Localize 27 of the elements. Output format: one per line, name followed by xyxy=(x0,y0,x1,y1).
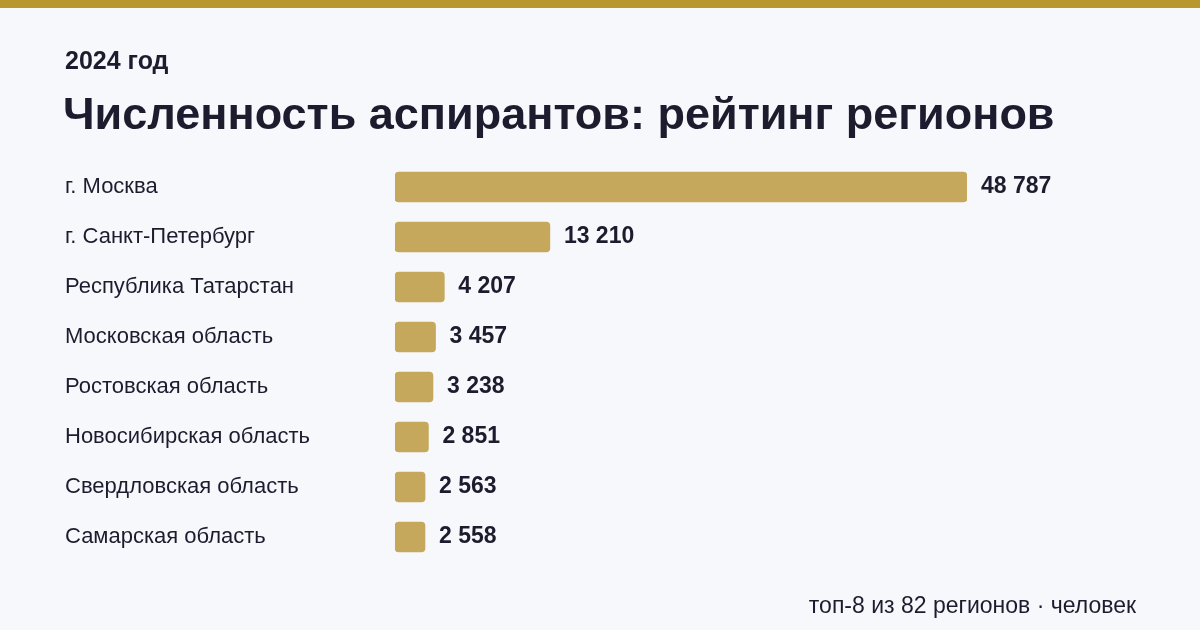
y-tick-label: г. Санкт-Петербург xyxy=(65,223,256,249)
data-label: 3 238 xyxy=(446,372,505,399)
y-tick-label: г. Москва xyxy=(65,173,159,199)
y-tick-label: Московская область xyxy=(65,323,274,349)
y-tick-label: Ростовская область xyxy=(65,373,269,399)
bar xyxy=(395,221,551,253)
bar xyxy=(395,421,429,453)
data-label: 2 851 xyxy=(442,422,501,449)
text: топ-8 из 82 регионов · человек xyxy=(808,592,1136,619)
bar xyxy=(395,171,967,203)
data-label: 3 457 xyxy=(449,322,508,349)
data-label: 2 563 xyxy=(439,472,497,499)
bar xyxy=(395,371,434,403)
bar xyxy=(395,271,445,303)
data-label: 48 787 xyxy=(981,172,1052,199)
y-tick-label: Республика Татарстан xyxy=(65,273,295,299)
bar xyxy=(395,321,436,353)
chart-title: Численность аспирантов: рейтинг регионов xyxy=(63,88,1055,140)
y-tick-label: Свердловская область xyxy=(65,473,299,499)
data-label: 4 207 xyxy=(458,272,516,299)
y-tick-label: Самарская область xyxy=(65,523,266,549)
data-label: 2 558 xyxy=(438,522,497,549)
y-tick-label: Новосибирская область xyxy=(65,423,311,449)
text: 2024 год xyxy=(65,46,169,75)
data-label: 13 210 xyxy=(563,222,635,249)
bar xyxy=(395,471,426,503)
bar xyxy=(395,521,426,553)
